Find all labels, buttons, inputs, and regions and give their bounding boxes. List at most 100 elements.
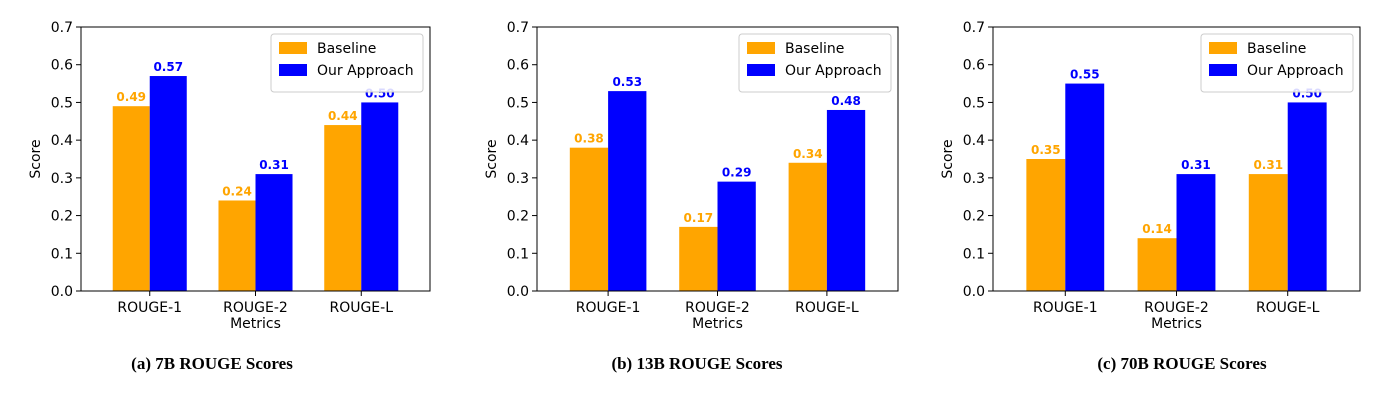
y-tick-label: 0.3 [963, 171, 985, 187]
x-tick-label: ROUGE-2 [223, 300, 288, 316]
x-tick-label: ROUGE-1 [1033, 300, 1098, 316]
bar-approach [255, 174, 293, 291]
y-tick-label: 0.1 [51, 246, 73, 262]
bar-baseline [1248, 174, 1288, 291]
bar-baseline [569, 147, 609, 291]
data-label: 0.31 [259, 158, 289, 172]
data-label: 0.29 [722, 166, 752, 180]
y-tick-label: 0.5 [963, 95, 985, 111]
data-label: 0.48 [831, 94, 861, 108]
y-tick-label: 0.3 [507, 171, 529, 187]
legend-swatch [279, 42, 307, 54]
legend-box [1200, 33, 1354, 93]
x-tick-label: ROUGE-1 [117, 300, 182, 316]
data-label: 0.53 [612, 75, 642, 89]
y-tick-label: 0.7 [507, 20, 529, 36]
chart-panel-0: 0.0 0.1 0.2 0.3 0.4 0.5 0.6 0.7 0.49 0.57 ROUGE-1 0… [28, 20, 431, 332]
bar-approach [1287, 102, 1327, 291]
data-label: 0.49 [116, 90, 146, 104]
chart-caption-a: (a) 7B ROUGE Scores [131, 354, 293, 373]
data-label: 0.35 [1031, 143, 1061, 157]
legend: Baseline Our Approach [1200, 33, 1354, 93]
data-label: 0.24 [222, 184, 252, 198]
y-tick-label: 0.1 [963, 246, 985, 262]
bar-baseline [788, 162, 827, 291]
bar-baseline [1137, 238, 1177, 291]
bar-baseline [1026, 159, 1066, 291]
x-tick-label: ROUGE-L [1256, 300, 1320, 316]
y-tick-label: 0.2 [507, 209, 529, 225]
y-tick-label: 0.6 [507, 58, 529, 74]
data-label: 0.38 [574, 132, 604, 146]
data-label: 0.55 [1070, 68, 1100, 82]
plot-frame [80, 26, 431, 292]
bar-approach [361, 102, 399, 291]
data-label: 0.34 [793, 147, 823, 161]
y-tick-label: 0.0 [51, 284, 73, 300]
legend-label: Our Approach [317, 63, 414, 79]
data-label: 0.17 [684, 211, 714, 225]
legend-swatch [279, 64, 307, 76]
legend-swatch [747, 42, 775, 54]
y-tick-label: 0.4 [507, 133, 529, 149]
legend-label: Our Approach [1247, 63, 1344, 79]
y-tick-label: 0.4 [963, 133, 985, 149]
legend-label: Baseline [1247, 41, 1306, 57]
x-tick-label: ROUGE-1 [576, 300, 641, 316]
y-tick-label: 0.5 [51, 95, 73, 111]
legend-swatch [747, 64, 775, 76]
plot-frame [536, 26, 899, 292]
legend-label: Baseline [785, 41, 844, 57]
y-tick-label: 0.2 [963, 209, 985, 225]
legend-swatch [1209, 64, 1237, 76]
legend-label: Baseline [317, 41, 376, 57]
y-tick-label: 0.4 [51, 133, 73, 149]
plot-frame [992, 26, 1361, 292]
y-tick-label: 0.1 [507, 246, 529, 262]
y-tick-label: 0.3 [51, 171, 73, 187]
data-label: 0.57 [153, 60, 183, 74]
legend: Baseline Our Approach [270, 33, 424, 93]
legend-swatch [1209, 42, 1237, 54]
bar-baseline [112, 106, 150, 291]
data-label: 0.31 [1253, 158, 1283, 172]
y-tick-label: 0.7 [51, 20, 73, 36]
bar-approach [608, 91, 647, 291]
data-label: 0.14 [1142, 222, 1172, 236]
legend-box [738, 33, 892, 93]
bar-approach [1176, 174, 1216, 291]
bar-baseline [324, 125, 362, 291]
legend: Baseline Our Approach [738, 33, 892, 93]
chart-panel-2: 0.0 0.1 0.2 0.3 0.4 0.5 0.6 0.7 0.35 0.55 ROUGE-1 0… [940, 20, 1361, 332]
bar-baseline [679, 226, 718, 291]
bar-baseline [218, 200, 256, 291]
legend-box [270, 33, 424, 93]
y-axis-label: Score [484, 139, 500, 178]
y-tick-label: 0.2 [51, 209, 73, 225]
bar-approach [1065, 83, 1105, 291]
y-axis-label: Score [940, 139, 956, 178]
chart-caption-b: (b) 13B ROUGE Scores [611, 354, 783, 373]
data-label: 0.44 [328, 109, 358, 123]
x-tick-label: ROUGE-2 [685, 300, 750, 316]
x-tick-label: ROUGE-L [329, 300, 393, 316]
x-axis-label: Metrics [1151, 316, 1202, 332]
bar-approach [717, 181, 756, 291]
y-tick-label: 0.0 [963, 284, 985, 300]
bar-approach [826, 109, 866, 291]
y-tick-label: 0.0 [507, 284, 529, 300]
x-axis-label: Metrics [230, 316, 281, 332]
y-tick-label: 0.6 [963, 58, 985, 74]
legend-label: Our Approach [785, 63, 882, 79]
data-label: 0.31 [1181, 158, 1211, 172]
y-tick-label: 0.5 [507, 95, 529, 111]
x-tick-label: ROUGE-2 [1144, 300, 1209, 316]
bar-approach [149, 76, 187, 292]
y-tick-label: 0.7 [963, 20, 985, 36]
chart-caption-c: (c) 70B ROUGE Scores [1097, 354, 1267, 373]
y-axis-label: Score [28, 139, 44, 178]
x-axis-label: Metrics [692, 316, 743, 332]
chart-panel-1: 0.0 0.1 0.2 0.3 0.4 0.5 0.6 0.7 0.38 0.53 ROUGE-1 0… [484, 20, 899, 332]
x-tick-label: ROUGE-L [795, 300, 859, 316]
